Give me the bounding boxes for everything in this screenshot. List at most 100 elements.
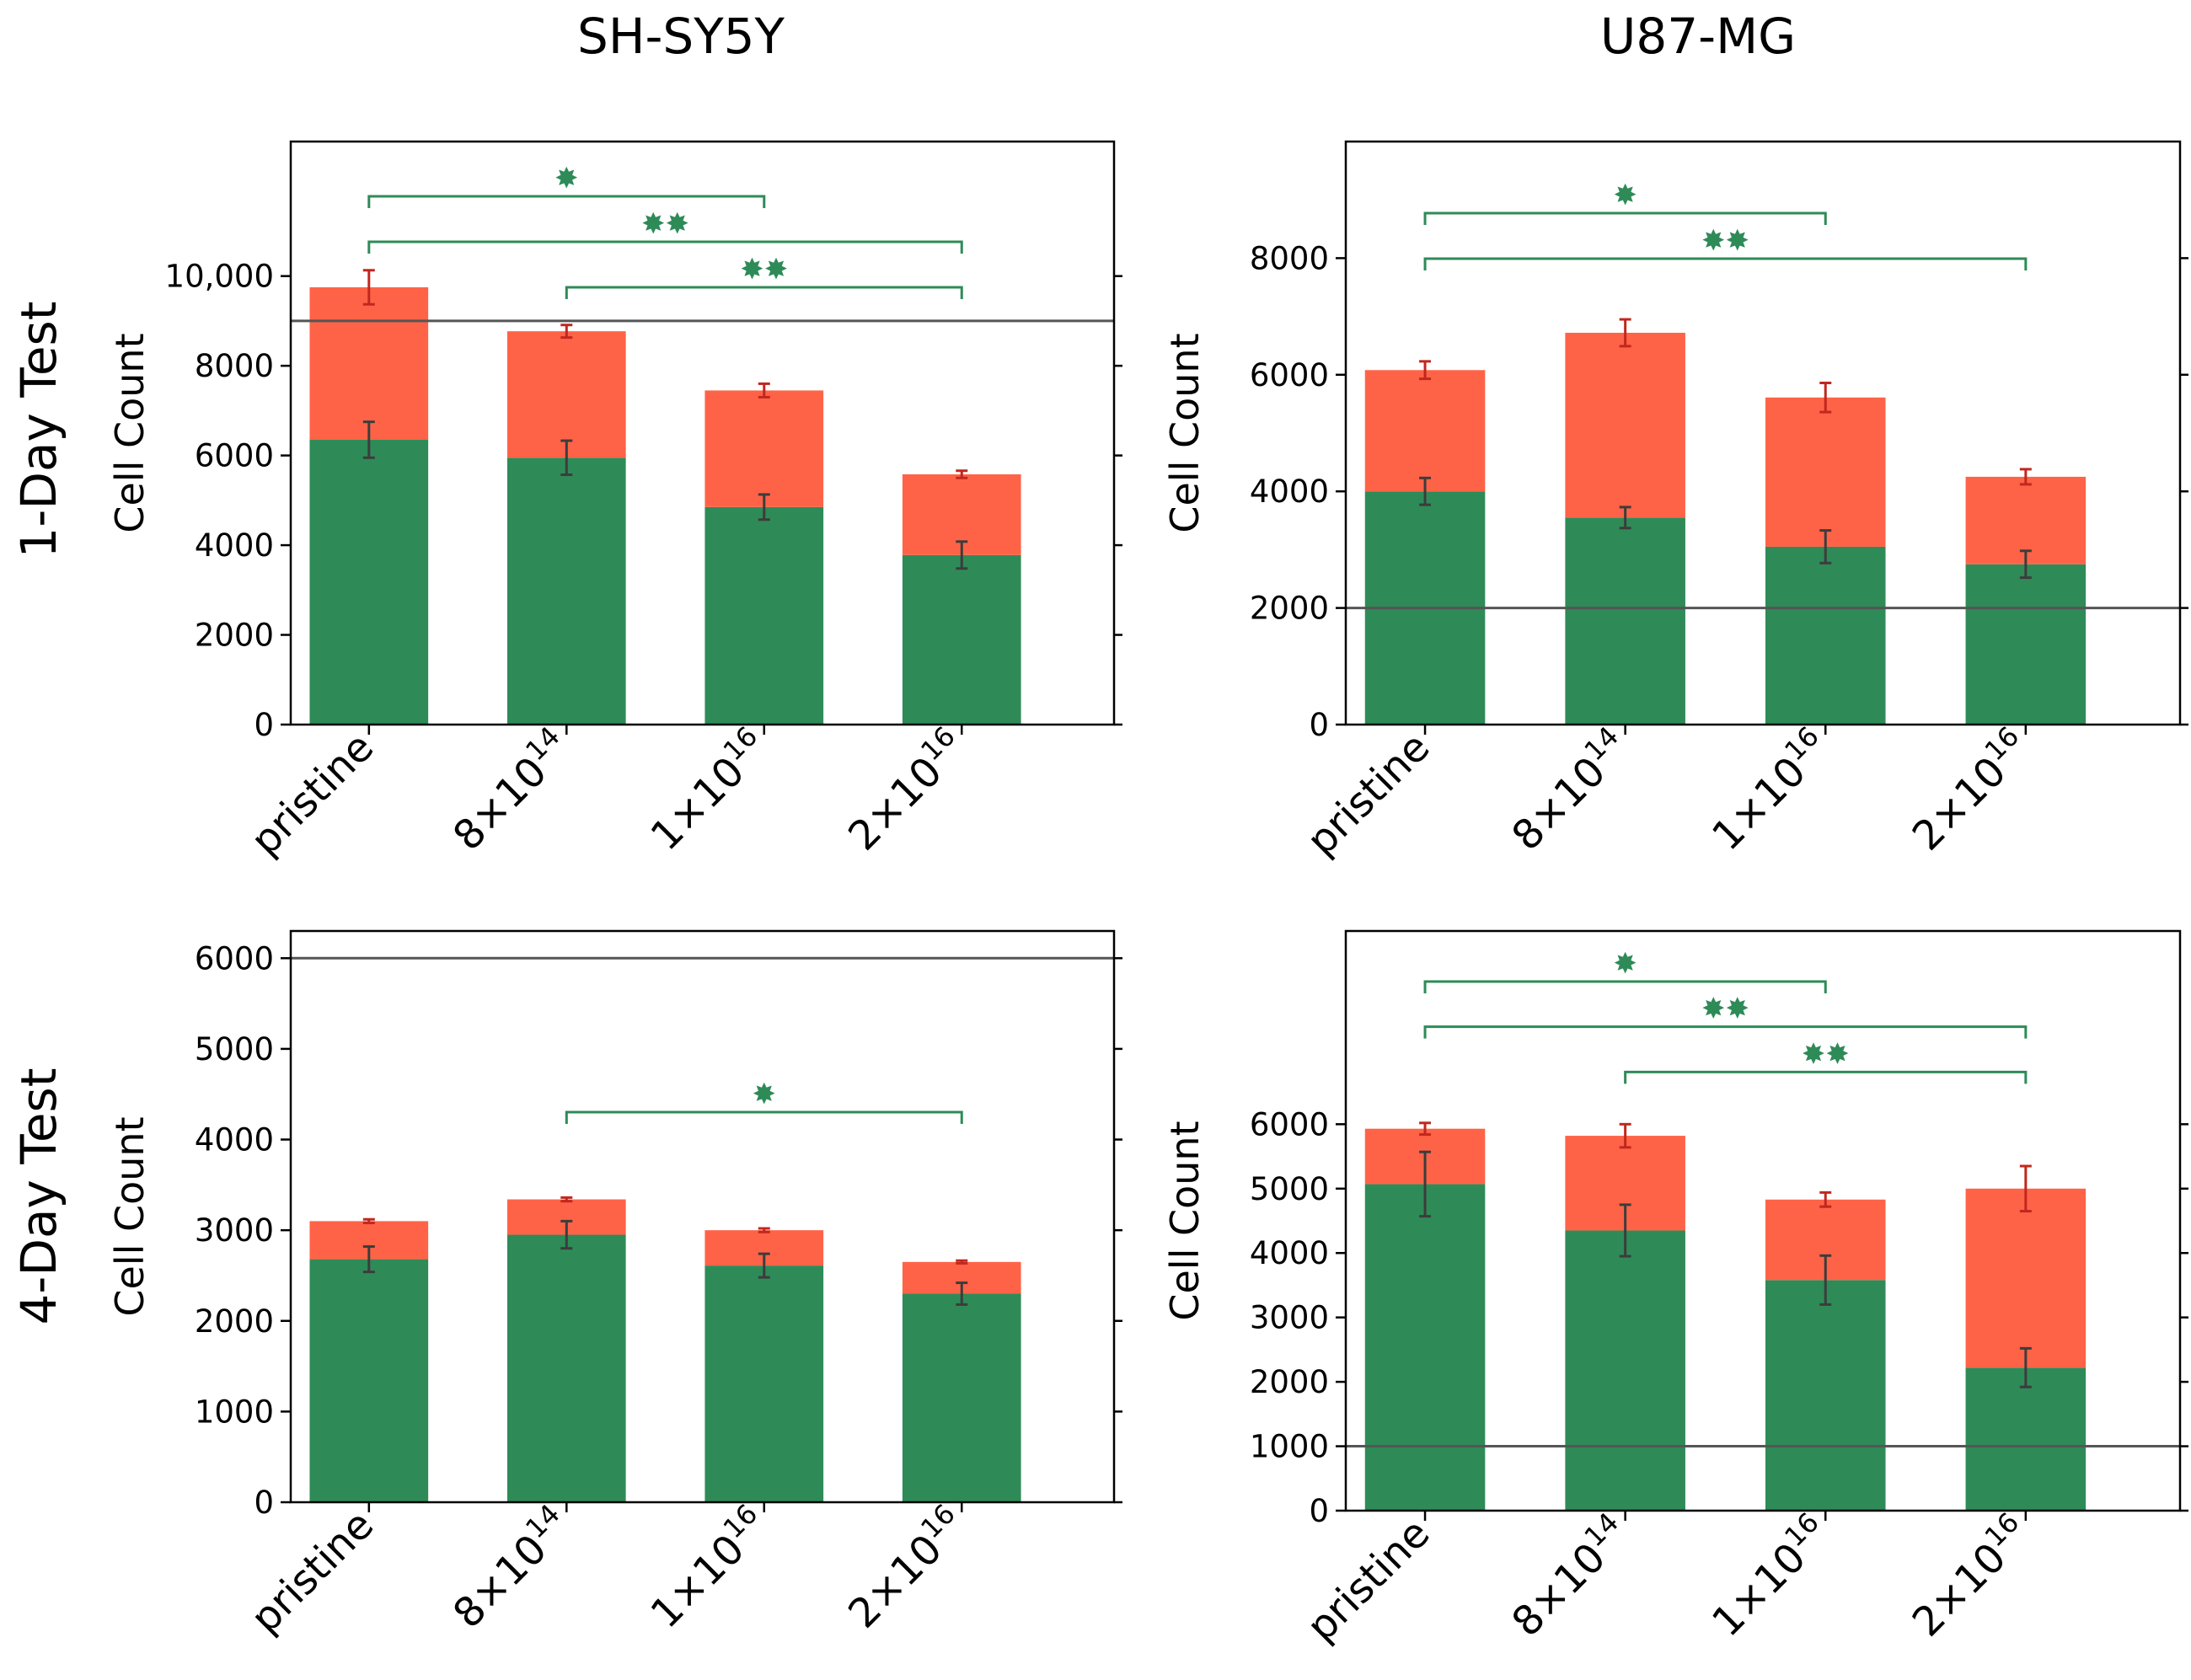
y-tick-label: 1000 — [1250, 1429, 1329, 1465]
row-title-1-day: 1-Day Test — [10, 301, 67, 558]
bar-lower-2 — [1565, 517, 1685, 725]
error-bar-upper-3 — [1819, 1190, 1832, 1208]
bar-upper-1 — [309, 287, 429, 440]
significance-bracket-line — [367, 195, 766, 208]
error-bar-upper-3 — [758, 382, 770, 399]
error-bar-upper-3 — [1819, 381, 1832, 414]
error-bar-upper-1 — [1419, 1121, 1432, 1137]
significance-stars-1: ✸ — [753, 1078, 777, 1111]
y-tick-label: 0 — [254, 707, 274, 743]
y-tick-label: 8000 — [195, 348, 274, 384]
bar-lower-3 — [1765, 1280, 1886, 1511]
y-axis-label: Cell Count — [107, 333, 153, 532]
y-tick-label: 2000 — [195, 618, 274, 654]
bar-lower-1 — [309, 1259, 429, 1502]
x-tick-label-3: 1×1016 — [638, 720, 778, 860]
x-tick-label-base: pristine — [1298, 724, 1438, 864]
y-axis-label: Cell Count — [107, 1116, 153, 1316]
error-bar-lower-1 — [1419, 476, 1432, 506]
bar-lower-4 — [1965, 564, 2087, 725]
significance-stars-3: ✸✸ — [1802, 1037, 1850, 1071]
error-bar-upper-1 — [1419, 360, 1432, 381]
error-bar-lower-3 — [758, 1252, 770, 1279]
y-tick-label: 8000 — [1250, 240, 1329, 276]
bar-upper-3 — [1765, 397, 1886, 547]
x-tick-label-4: 2×1016 — [1899, 1506, 2039, 1646]
error-bar-lower-2 — [1619, 1203, 1631, 1258]
y-tick-label: 0 — [1309, 707, 1329, 743]
significance-bracket-line — [1423, 1025, 2028, 1039]
bar-lower-3 — [704, 1265, 824, 1502]
significance-bracket-line — [367, 240, 963, 254]
y-tick-label: 2000 — [195, 1303, 274, 1340]
chart-panel-4: 0 1000 2000 3000 4000 5000 6000 Cell Count prist… — [1162, 929, 2188, 1651]
y-tick-label: 2000 — [1250, 1364, 1329, 1400]
y-tick-label: 3000 — [195, 1212, 274, 1249]
x-tick-label-3: 1×1016 — [1700, 720, 1840, 860]
chart-panel-3: 0 1000 2000 3000 4000 5000 6000 Cell Count prist… — [107, 929, 1122, 1642]
bar-lower-1 — [309, 439, 429, 725]
error-bar-upper-3 — [758, 1227, 770, 1233]
significance-bracket-1 — [1423, 980, 1827, 993]
y-tick-label: 4000 — [1250, 474, 1329, 510]
column-title-u87-mg: U87-MG — [1600, 8, 1796, 65]
significance-bracket-line — [1624, 1070, 2028, 1084]
error-bar-lower-3 — [1819, 1254, 1832, 1306]
bar-lower-2 — [506, 1234, 626, 1502]
x-tick-label-4: 2×1016 — [1899, 720, 2039, 860]
y-axis-label: Cell Count — [1162, 1121, 1208, 1320]
y-tick-label: 0 — [1309, 1493, 1329, 1529]
error-bar-lower-3 — [1819, 529, 1832, 564]
bar-upper-2 — [1565, 332, 1685, 518]
error-bar-lower-4 — [956, 1281, 968, 1306]
bar-lower-4 — [1965, 1367, 2087, 1511]
significance-bracket-line — [565, 286, 963, 299]
axes-frame — [289, 140, 1116, 726]
error-bar-upper-4 — [956, 1259, 968, 1265]
x-tick-label-4: 2×1016 — [836, 720, 976, 860]
y-tick-label: 6000 — [195, 438, 274, 474]
y-tick-label: 5000 — [195, 1031, 274, 1067]
significance-stars-1: ✸ — [554, 162, 579, 195]
x-tick-label-base: pristine — [242, 724, 383, 864]
error-bar-upper-2 — [1619, 318, 1631, 348]
x-tick-label-2: 8×1014 — [441, 1498, 581, 1638]
significance-bracket-1 — [565, 1110, 963, 1124]
chart-panel-1: 0 2000 4000 6000 8000 10,000 Cell Count pristin… — [107, 140, 1122, 864]
error-bar-upper-4 — [2019, 468, 2032, 486]
x-tick-label-2: 8×1014 — [1499, 720, 1639, 860]
axes-frame — [1344, 140, 2182, 726]
significance-bracket-2 — [1423, 257, 2028, 270]
significance-stars-2: ✸✸ — [1701, 224, 1749, 258]
significance-bracket-3 — [1624, 1070, 2028, 1084]
y-tick-label: 2000 — [1250, 591, 1329, 627]
y-tick-label: 5000 — [1250, 1171, 1329, 1207]
x-tick-label-1: pristine — [242, 1501, 383, 1642]
error-bar-upper-2 — [560, 324, 573, 340]
bar-lower-3 — [1765, 546, 1886, 725]
significance-bracket-line — [565, 1110, 963, 1124]
error-bar-upper-2 — [560, 1196, 573, 1203]
error-bar-upper-1 — [362, 1217, 375, 1225]
error-bar-lower-2 — [1619, 506, 1631, 530]
error-bar-lower-2 — [560, 1219, 573, 1250]
error-bar-upper-4 — [956, 469, 968, 479]
x-tick-label-2: 8×1014 — [1499, 1506, 1639, 1646]
significance-bracket-3 — [565, 286, 963, 299]
y-tick-label: 6000 — [1250, 357, 1329, 393]
bar-lower-2 — [506, 457, 626, 725]
y-tick-label: 1000 — [195, 1394, 274, 1430]
x-tick-label-1: pristine — [242, 724, 383, 864]
error-bar-lower-4 — [956, 540, 968, 570]
y-tick-label: 6000 — [195, 940, 274, 976]
error-bar-lower-1 — [362, 1245, 375, 1274]
bar-upper-2 — [506, 331, 626, 458]
y-tick-label: 4000 — [195, 1122, 274, 1158]
significance-bracket-line — [1423, 257, 2028, 270]
significance-stars-1: ✸ — [1613, 179, 1637, 212]
x-tick-label-base: pristine — [1298, 1510, 1438, 1651]
x-tick-label-3: 1×1016 — [638, 1498, 778, 1638]
error-bar-upper-4 — [2019, 1164, 2032, 1213]
error-bar-lower-3 — [758, 493, 770, 522]
